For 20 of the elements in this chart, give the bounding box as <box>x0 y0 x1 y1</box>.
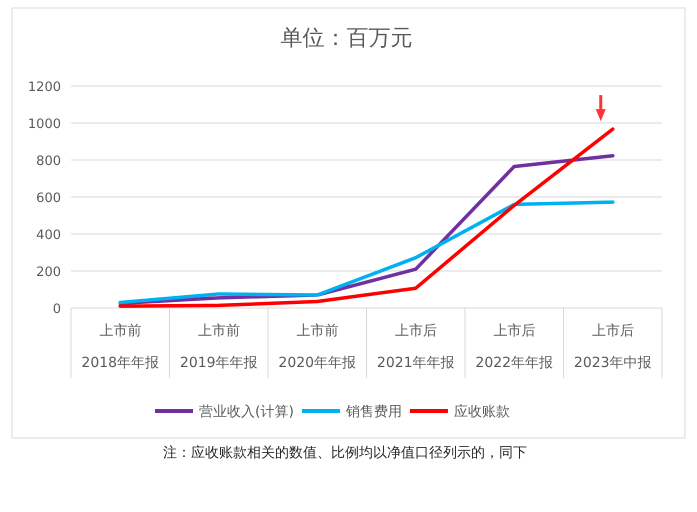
y-tick-label: 600 <box>36 191 61 206</box>
line-series <box>118 127 614 308</box>
chart-title: 单位：百万元 <box>280 26 412 51</box>
y-tick-label: 1000 <box>28 117 61 132</box>
x-tick-label: 上市前 2018年年报 <box>81 323 160 371</box>
x-tick-label: 上市后 2022年年报 <box>475 323 554 371</box>
x-tick-label: 上市后 2023年中报 <box>574 323 652 371</box>
line-series <box>118 200 614 304</box>
y-tick-label: 400 <box>36 228 61 243</box>
x-tick-label: 上市前 2020年年报 <box>278 323 356 371</box>
y-tick-label: 0 <box>52 302 61 317</box>
y-tick-label: 1200 <box>28 80 61 95</box>
x-tick-label: 上市前 2019年年报 <box>180 323 258 371</box>
legend-label: 营业收入(计算) <box>199 404 294 420</box>
y-tick-label: 200 <box>36 265 61 280</box>
y-tick-label: 800 <box>36 154 61 169</box>
legend-label: 应收账款 <box>454 404 510 420</box>
legend-label: 销售费用 <box>344 404 402 420</box>
text: 注：应收账款相关的数值、比例均以净值口径列示的，同下 <box>163 445 527 461</box>
x-tick-label: 上市后 2021年年报 <box>376 323 455 371</box>
